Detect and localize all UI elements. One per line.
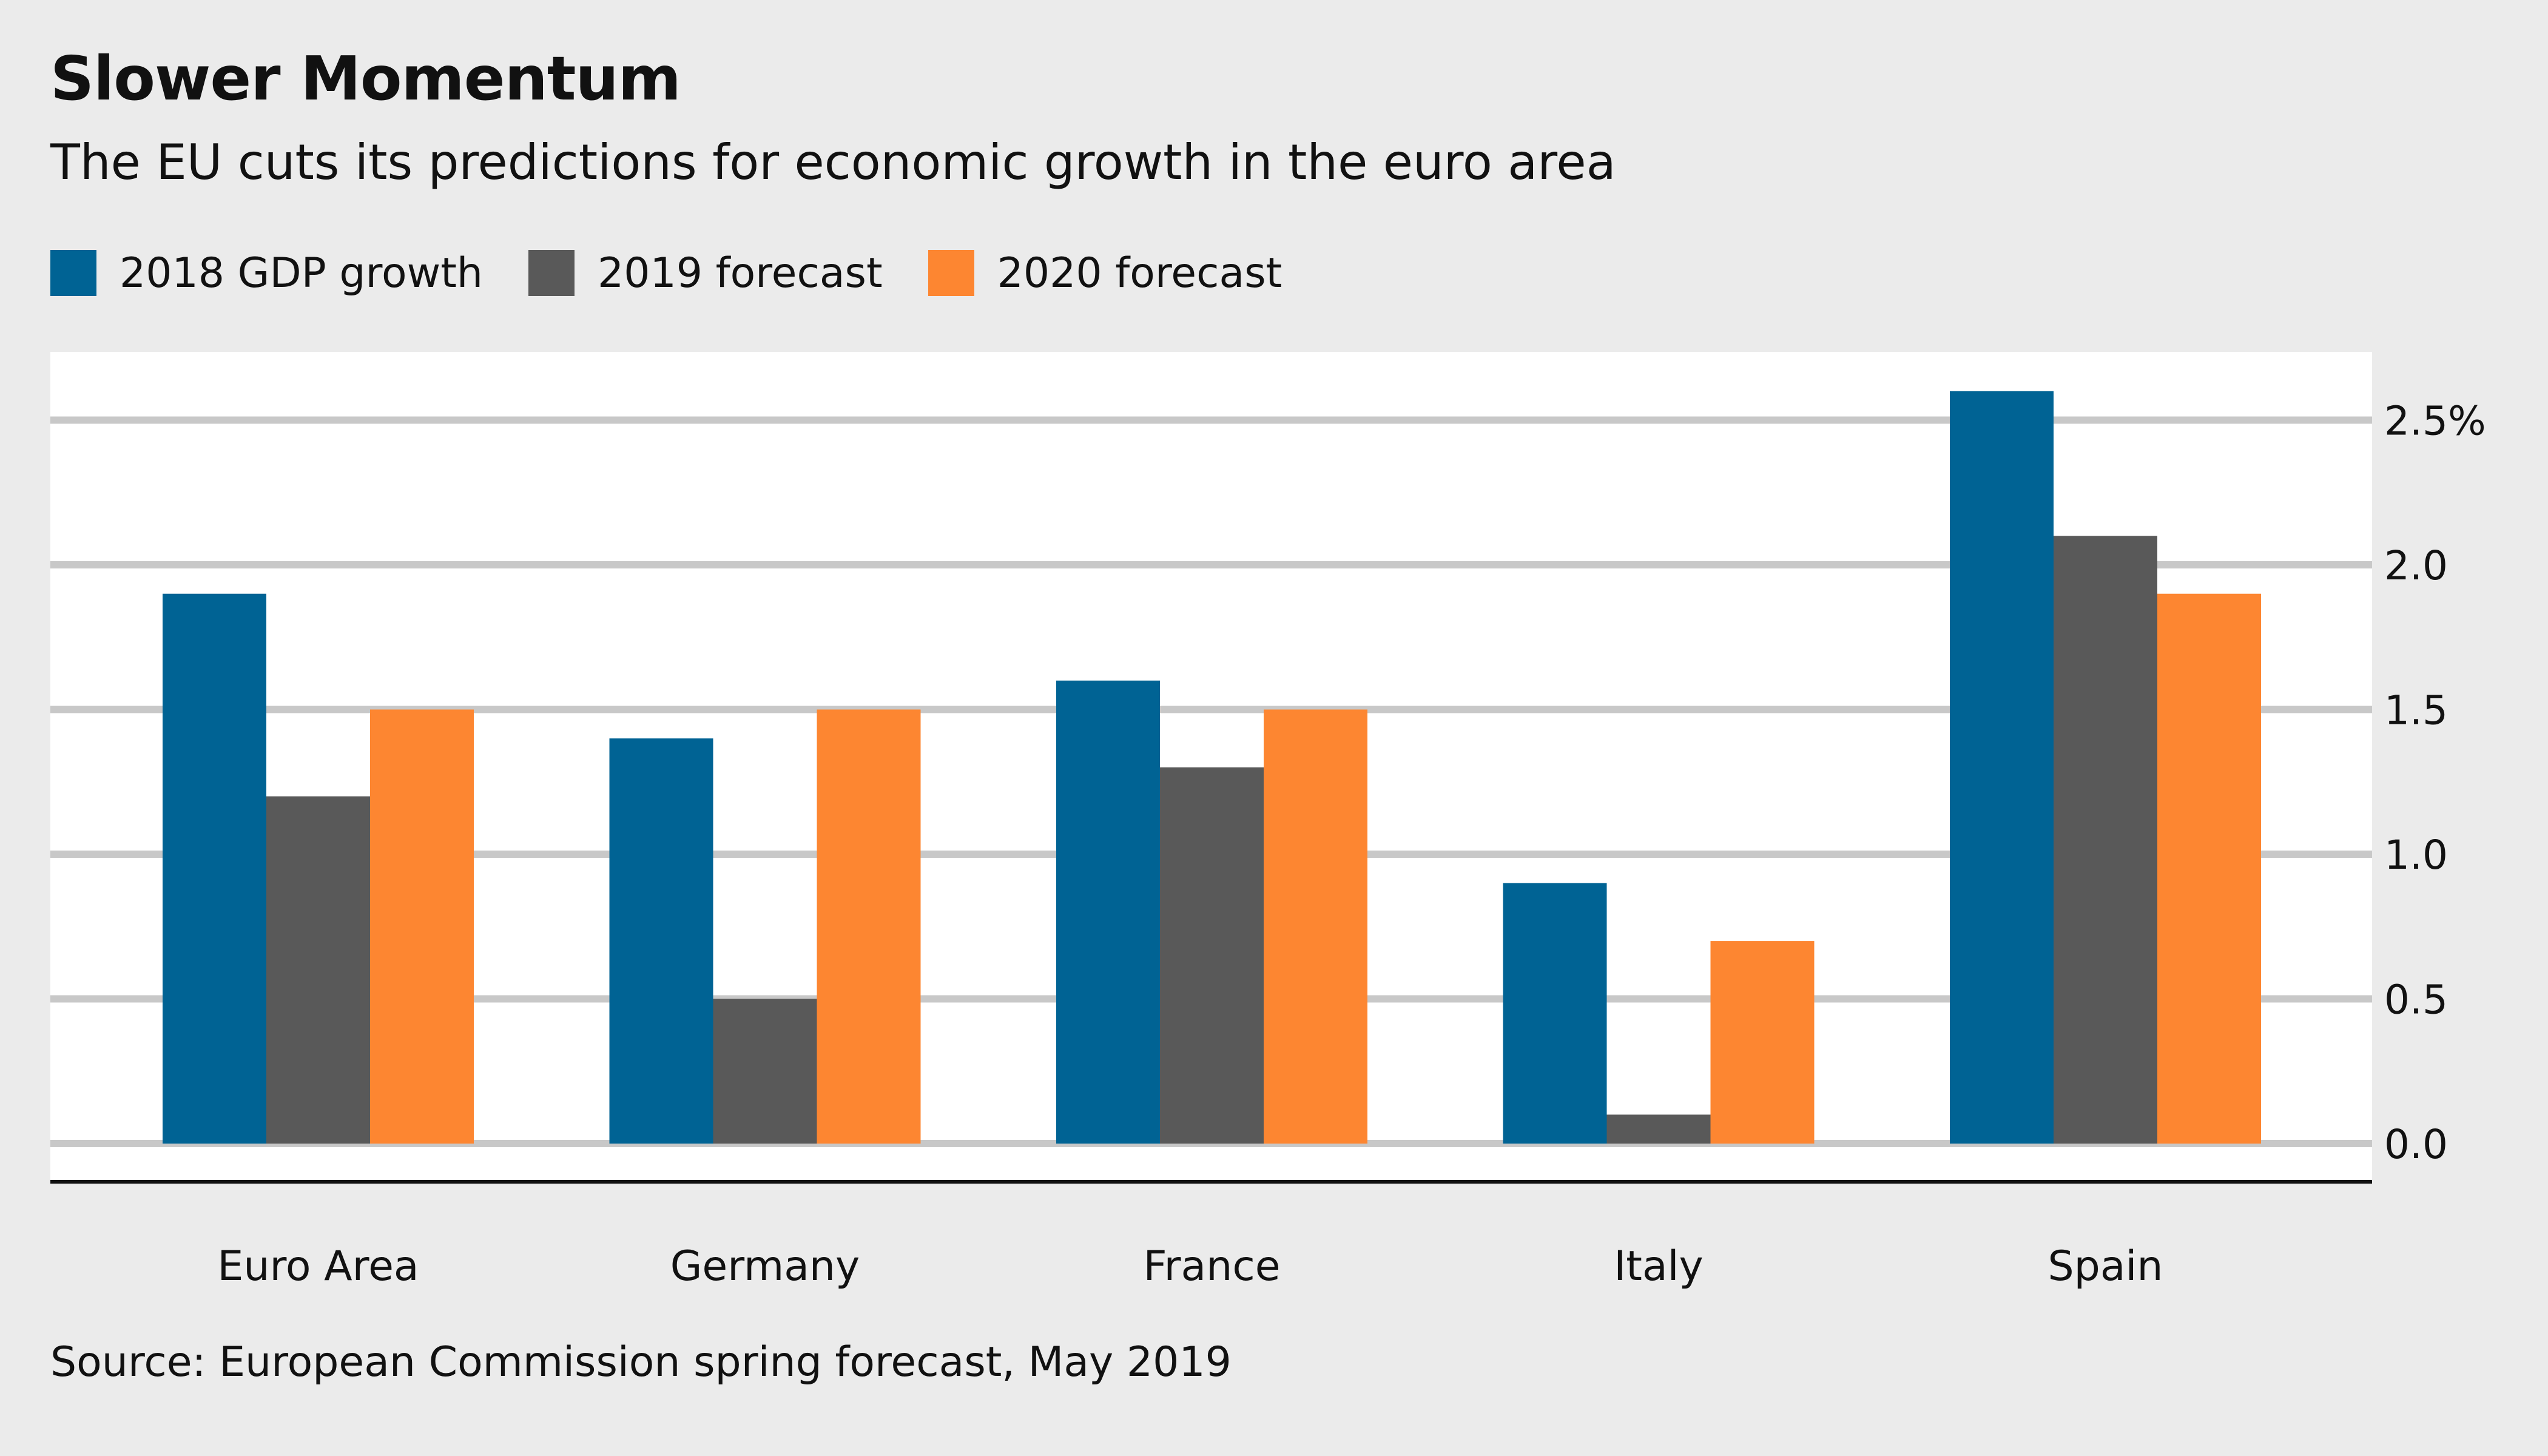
bar-italy-series-3 [1710,941,1815,1144]
legend-swatch-2019 [528,250,575,296]
bar-spain-series-1 [1950,391,2054,1144]
bar-euro-area-series-3 [370,709,474,1144]
legend-label-2020: 2020 forecast [997,249,1282,297]
x-tick-label: Italy [1614,1242,1704,1290]
bar-spain-series-3 [2157,593,2261,1144]
y-tick-label: 1.0 [2384,832,2448,878]
x-tick-label: Spain [2048,1242,2163,1290]
bar-germany-series-1 [609,738,713,1144]
bar-euro-area-series-1 [163,593,266,1144]
chart-subtitle: The EU cuts its predictions for economic… [50,134,1616,190]
x-tick-label: France [1143,1242,1280,1290]
y-tick-label: 0.0 [2384,1121,2448,1168]
legend: 2018 GDP growth 2019 forecast 2020 forec… [50,243,1327,303]
bar-spain-series-2 [2054,536,2157,1144]
x-tick-label: Euro Area [217,1242,419,1290]
legend-swatch-2018 [50,250,96,296]
legend-item-2018: 2018 GDP growth [50,249,483,297]
bars [163,391,2261,1144]
legend-label-2019: 2019 forecast [597,249,883,297]
y-tick-label: 1.5 [2384,687,2448,734]
bar-france-series-3 [1264,709,1367,1144]
x-axis-ticks: Euro Area Germany France Italy Spain [217,1242,2163,1290]
y-tick-label: 0.5 [2384,977,2448,1023]
x-tick-label: Germany [670,1242,860,1290]
source-note: Source: European Commission spring forec… [50,1338,1232,1386]
legend-item-2020: 2020 forecast [928,249,1282,297]
chart-title: Slower Momentum [50,43,681,114]
bar-france-series-1 [1056,680,1160,1144]
bar-germany-series-3 [817,709,921,1144]
bar-italy-series-2 [1606,1114,1711,1144]
legend-swatch-2020 [928,250,974,296]
y-tick-label: 2.5% [2384,398,2486,445]
bar-france-series-2 [1160,767,1264,1144]
y-tick-label: 2.0 [2384,542,2448,589]
legend-label-2018: 2018 GDP growth [120,249,483,297]
y-axis-ticks: 0.0 0.5 1.0 1.5 2.0 2.5% [2384,398,2486,1168]
legend-item-2019: 2019 forecast [528,249,883,297]
bar-italy-series-1 [1503,883,1607,1144]
bar-germany-series-2 [713,999,817,1144]
bar-euro-area-series-2 [266,796,370,1144]
